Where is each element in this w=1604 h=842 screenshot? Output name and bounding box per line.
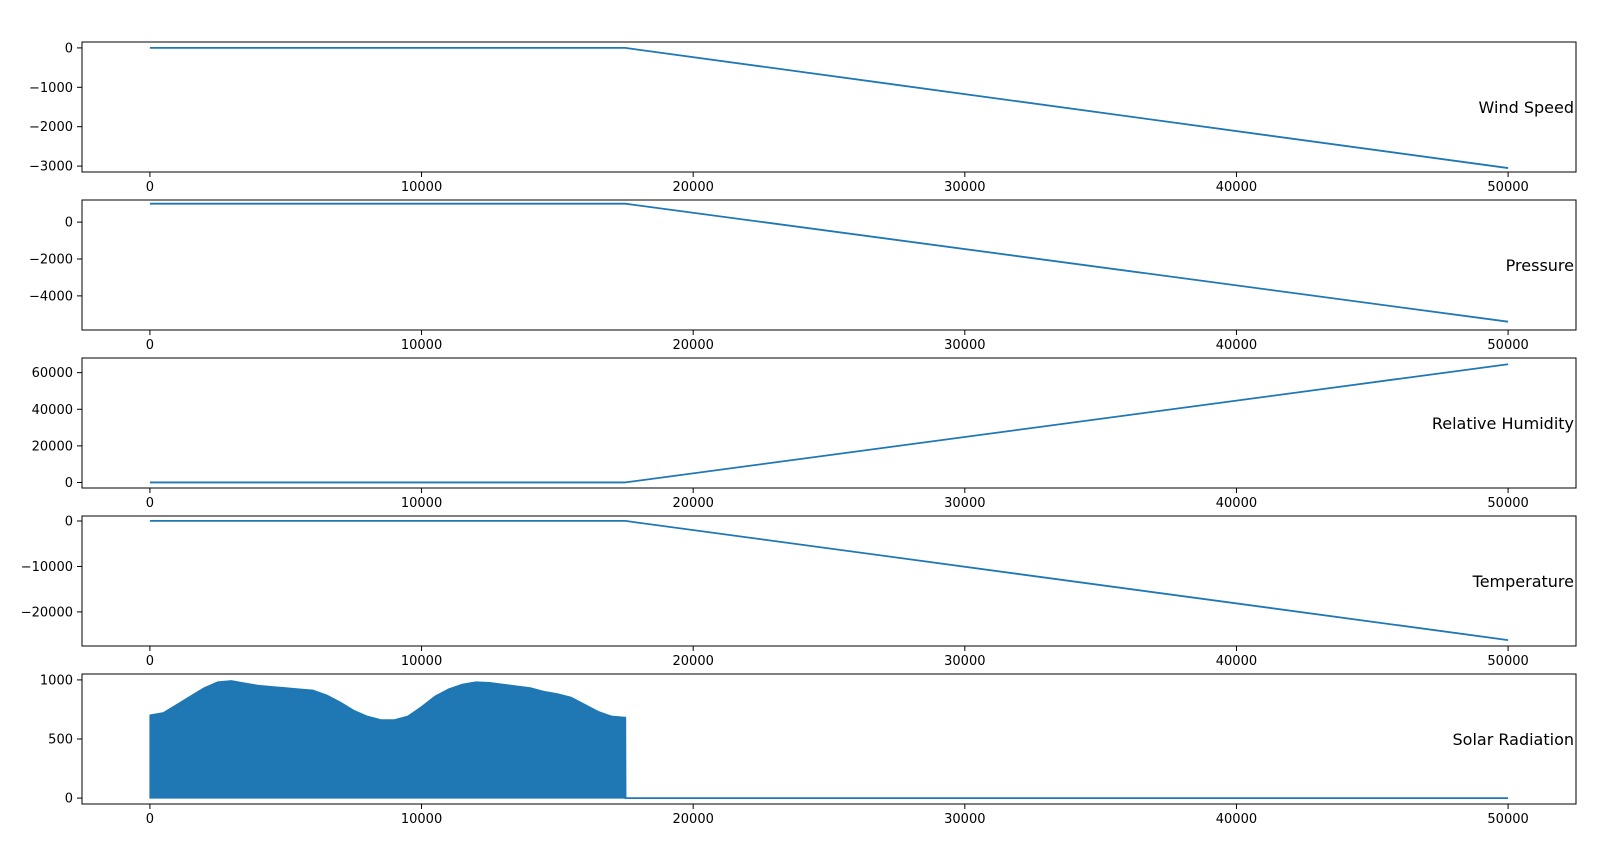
y-tick-label: 60000 — [32, 366, 73, 381]
x-tick-label: 40000 — [1216, 180, 1257, 195]
x-tick-label: 40000 — [1216, 338, 1257, 353]
subplot-title: Solar Radiation — [1453, 730, 1574, 749]
x-tick-label: 30000 — [944, 180, 985, 195]
x-tick-label: 50000 — [1487, 180, 1528, 195]
x-tick-label: 0 — [146, 812, 154, 827]
x-tick-label: 50000 — [1487, 338, 1528, 353]
x-tick-label: 20000 — [673, 338, 714, 353]
x-tick-label: 30000 — [944, 338, 985, 353]
x-tick-label: 10000 — [401, 180, 442, 195]
x-tick-label: 20000 — [673, 812, 714, 827]
y-tick-label: −1000 — [29, 81, 73, 96]
axes-frame — [81, 515, 1577, 647]
y-tick-label: 0 — [65, 216, 73, 231]
x-tick-label: 10000 — [401, 338, 442, 353]
x-tick-label: 10000 — [401, 496, 442, 511]
x-tick-label: 20000 — [673, 654, 714, 669]
x-tick-label: 10000 — [401, 812, 442, 827]
subplot-title: Temperature — [1472, 572, 1574, 591]
y-tick-label: −3000 — [29, 160, 73, 175]
y-tick-label: 1000 — [40, 673, 73, 688]
subplot-2: 0 10000 20000 30000 40000 50000 0 −2000 −4000 Pre… — [29, 199, 1577, 353]
x-tick-label: 40000 — [1216, 654, 1257, 669]
x-tick-label: 20000 — [673, 496, 714, 511]
x-tick-label: 50000 — [1487, 654, 1528, 669]
series-line — [149, 520, 1509, 641]
subplot-title: Relative Humidity — [1432, 414, 1574, 433]
axes-frame — [81, 357, 1577, 489]
x-tick-label: 50000 — [1487, 496, 1528, 511]
x-tick-label: 50000 — [1487, 812, 1528, 827]
subplot-4: 0 10000 20000 30000 40000 50000 0 −10000 −20000 T… — [21, 515, 1577, 669]
y-tick-label: 0 — [65, 476, 73, 491]
x-tick-label: 0 — [146, 338, 154, 353]
axes-frame — [81, 41, 1577, 173]
y-tick-label: −2000 — [29, 120, 73, 135]
x-tick-label: 30000 — [944, 496, 985, 511]
x-tick-label: 0 — [146, 654, 154, 669]
y-tick-label: 500 — [48, 733, 73, 748]
subplot-5: 0 10000 20000 30000 40000 50000 0 500 1000 Solar … — [40, 673, 1577, 827]
y-tick-label: 20000 — [32, 439, 73, 454]
x-tick-label: 0 — [146, 496, 154, 511]
subplot-title: Wind Speed — [1479, 98, 1574, 117]
series-line — [149, 202, 1509, 323]
y-tick-label: −4000 — [29, 289, 73, 304]
subplot-title: Pressure — [1506, 256, 1574, 275]
y-tick-label: 0 — [65, 515, 73, 530]
x-tick-label: 40000 — [1216, 496, 1257, 511]
x-tick-label: 30000 — [944, 812, 985, 827]
x-tick-label: 30000 — [944, 654, 985, 669]
y-tick-label: 0 — [65, 792, 73, 807]
axes-frame — [81, 199, 1577, 331]
x-tick-label: 40000 — [1216, 812, 1257, 827]
series-line — [149, 680, 1509, 799]
y-tick-label: −2000 — [29, 253, 73, 268]
series-line — [149, 363, 1509, 484]
y-tick-label: −10000 — [21, 560, 73, 575]
subplot-1: 0 10000 20000 30000 40000 50000 0 −1000 −2000 −30… — [29, 41, 1577, 195]
x-tick-label: 20000 — [673, 180, 714, 195]
x-tick-label: 0 — [146, 180, 154, 195]
y-tick-label: 40000 — [32, 403, 73, 418]
y-tick-label: 0 — [65, 41, 73, 56]
x-tick-label: 10000 — [401, 654, 442, 669]
y-tick-label: −20000 — [21, 605, 73, 620]
subplot-3: 0 10000 20000 30000 40000 50000 0 20000 40000 600… — [32, 357, 1577, 511]
series-line — [149, 47, 1509, 169]
